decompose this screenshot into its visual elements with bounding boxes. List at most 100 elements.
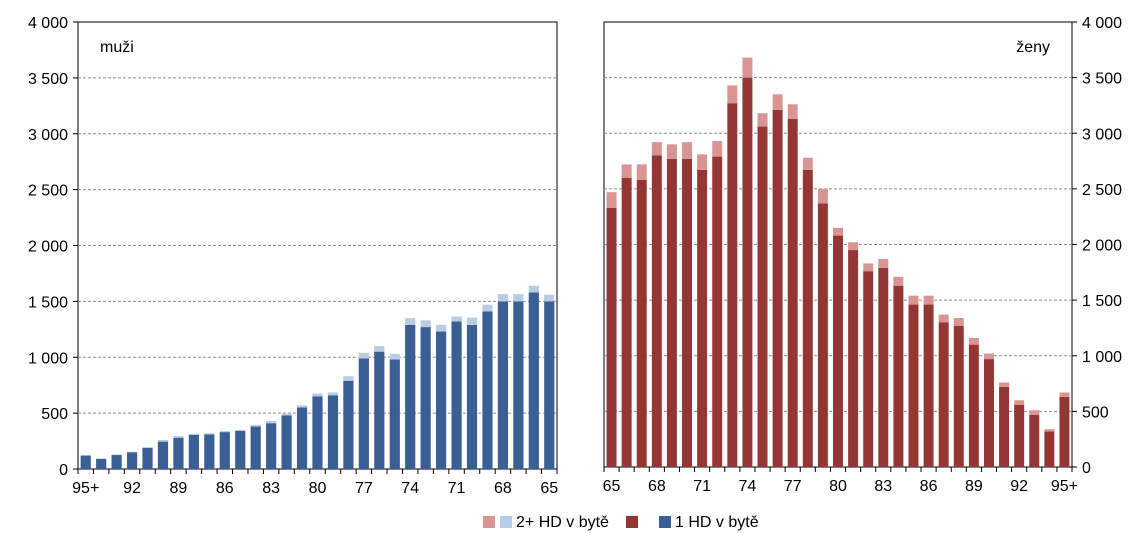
bar-2plus xyxy=(1044,429,1055,432)
legend-swatch-2plus-women xyxy=(483,516,495,528)
bar-2plus xyxy=(513,294,524,302)
bar-1hd xyxy=(742,77,753,467)
bar-2plus xyxy=(204,433,215,435)
legend: 2+ HD v bytě 1 HD v bytě xyxy=(483,514,759,531)
bar-1hd xyxy=(482,311,493,469)
y-tick-label: 0 xyxy=(1082,460,1091,477)
bar-1hd xyxy=(544,301,555,469)
bar-1hd xyxy=(405,324,416,469)
bar-2plus xyxy=(327,392,339,396)
bar-1hd xyxy=(651,155,662,467)
bar-1hd xyxy=(682,158,693,467)
x-tick-label: 65 xyxy=(540,480,558,497)
bar-1hd xyxy=(606,207,617,467)
bar-2plus xyxy=(621,164,632,178)
bar-2plus xyxy=(757,113,768,127)
bar-1hd xyxy=(666,158,677,467)
bar-1hd xyxy=(863,271,874,467)
bar-2plus xyxy=(96,458,107,459)
panel-zeny: 0 500 1 000 1 500 2 000 2 500 3 000 3 500 4 000 6… xyxy=(603,15,1122,495)
x-tick-label: 86 xyxy=(216,480,234,497)
bar-2plus xyxy=(953,317,964,326)
bar-2plus xyxy=(111,454,122,456)
bar-2plus xyxy=(235,429,246,432)
bar-1hd xyxy=(878,267,889,467)
bar-1hd xyxy=(908,304,919,467)
y-tick-label: 2 000 xyxy=(1082,238,1122,255)
bar-2plus xyxy=(188,433,199,435)
x-tick-label: 95+ xyxy=(72,480,99,497)
x-tick-label: 74 xyxy=(739,478,757,495)
bar-2plus xyxy=(497,294,509,302)
x-tick-label: 77 xyxy=(355,480,373,497)
bar-1hd xyxy=(1014,404,1025,467)
legend-swatch-1hd-men xyxy=(659,516,671,528)
bar-1hd xyxy=(787,118,798,467)
bar-2plus xyxy=(697,154,708,170)
bar-2plus xyxy=(250,424,261,427)
bar-1hd xyxy=(436,331,447,469)
bar-2plus xyxy=(817,188,828,204)
x-tick-label: 74 xyxy=(401,480,419,497)
bar-1hd xyxy=(1044,431,1055,467)
y-tick-label: 2 500 xyxy=(28,183,68,200)
bar-1hd xyxy=(833,235,843,467)
y-tick-label: 1 000 xyxy=(28,350,68,367)
bar-1hd xyxy=(142,447,153,469)
bar-1hd xyxy=(727,103,738,468)
bar-1hd xyxy=(953,325,964,467)
x-tick-label: 68 xyxy=(648,478,666,495)
bar-2plus xyxy=(1029,410,1040,415)
bar-2plus xyxy=(528,285,539,293)
x-tick-label: 68 xyxy=(494,480,512,497)
x-tick-label: 80 xyxy=(309,480,327,497)
bar-2plus xyxy=(374,346,385,352)
y-tick-label: 500 xyxy=(41,406,68,423)
bar-1hd xyxy=(1059,396,1070,467)
bar-1hd xyxy=(636,179,647,467)
y-tick-label: 2 000 xyxy=(28,239,68,256)
bar-1hd xyxy=(697,169,708,467)
y-tick-label: 3 500 xyxy=(1082,71,1122,88)
bar-1hd xyxy=(802,169,813,467)
bar-1hd xyxy=(374,351,385,469)
y-tick-label: 500 xyxy=(1082,404,1109,421)
bar-2plus xyxy=(312,393,323,397)
bar-1hd xyxy=(96,458,107,469)
bar-2plus xyxy=(451,316,462,322)
bar-2plus xyxy=(938,314,949,323)
bar-2plus xyxy=(651,142,662,156)
bar-1hd xyxy=(712,156,723,468)
bar-1hd xyxy=(157,441,169,469)
bar-2plus xyxy=(772,94,783,110)
x-tick-label: 71 xyxy=(448,480,466,497)
bar-2plus xyxy=(219,431,230,433)
bar-2plus xyxy=(142,447,153,448)
x-tick-label: 92 xyxy=(1010,478,1028,495)
panel-title: ženy xyxy=(1016,39,1050,56)
bar-1hd xyxy=(312,396,323,469)
bar-2plus xyxy=(983,353,994,360)
bar-1hd xyxy=(757,126,768,467)
bar-2plus xyxy=(712,141,723,157)
bar-2plus xyxy=(923,295,934,305)
bar-1hd xyxy=(513,301,524,469)
bar-2plus xyxy=(482,304,493,312)
legend-swatch-1hd-women xyxy=(626,516,638,528)
bar-2plus xyxy=(1059,392,1070,397)
bar-2plus xyxy=(787,104,798,119)
bar-2plus xyxy=(636,164,647,180)
bar-1hd xyxy=(358,358,369,469)
y-tick-label: 3 500 xyxy=(28,71,68,88)
bar-1hd xyxy=(451,321,462,469)
bar-1hd xyxy=(173,437,184,469)
x-tick-label: 86 xyxy=(920,478,938,495)
bar-1hd xyxy=(343,380,354,469)
bar-1hd xyxy=(219,432,230,469)
bar-1hd xyxy=(497,301,509,469)
x-tick-label: 95+ xyxy=(1051,478,1078,495)
bar-1hd xyxy=(528,292,539,469)
bar-2plus xyxy=(968,337,979,345)
bar-2plus xyxy=(173,436,184,438)
